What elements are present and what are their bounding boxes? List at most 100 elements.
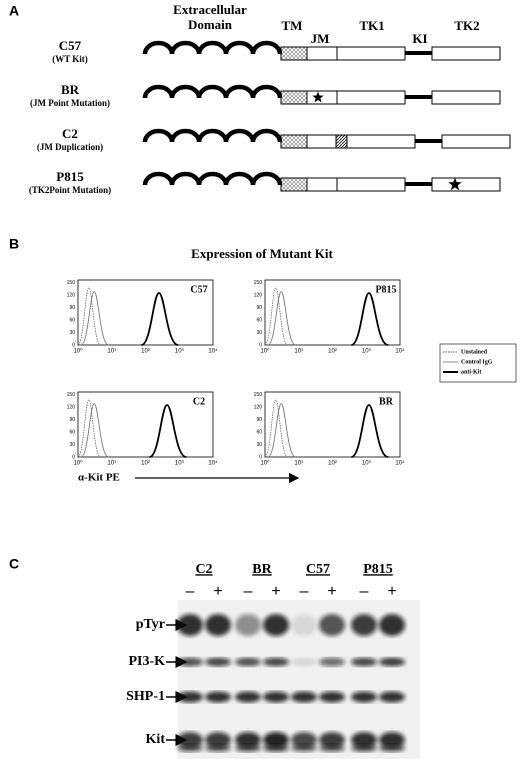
extracellular-arcs xyxy=(142,84,283,99)
histogram-frame xyxy=(77,391,214,458)
x-tick-label: 10² xyxy=(141,349,150,355)
y-tick-label: 90 xyxy=(69,417,75,423)
blot-band xyxy=(235,691,261,703)
jm-box xyxy=(306,46,338,61)
x-tick-label: 10² xyxy=(328,461,337,467)
jm-box xyxy=(306,177,338,192)
blot-band xyxy=(351,732,377,748)
lane-label: C57 xyxy=(306,562,330,577)
legend-label: anti-Kit xyxy=(461,369,481,375)
x-tick-label: 10¹ xyxy=(107,461,116,467)
unstained-curve xyxy=(264,287,289,346)
construct-desc: (JM Point Mutation) xyxy=(30,98,110,108)
x-tick-label: 10³ xyxy=(175,461,184,467)
lane-label: P815 xyxy=(363,562,393,577)
extracellular-header: Extracellular Domain xyxy=(173,2,247,32)
domain-header: JM xyxy=(311,31,330,46)
blot-row-label: Kit xyxy=(146,732,166,747)
y-tick-label: 60 xyxy=(256,429,262,435)
control-curve xyxy=(267,403,296,458)
tk1-box xyxy=(336,46,406,61)
treatment-sign: + xyxy=(213,583,222,600)
domain-header: KI xyxy=(412,31,427,46)
tm-box xyxy=(280,46,308,61)
ki-line xyxy=(415,139,442,143)
x-tick-label: 10⁴ xyxy=(208,460,218,467)
legend-label: Unstained xyxy=(461,349,488,355)
x-tick-label: 10⁰ xyxy=(73,348,83,355)
y-tick-label: 30 xyxy=(69,330,75,336)
blot-band xyxy=(263,732,289,748)
antikit-curve xyxy=(350,292,389,346)
antikit-curve xyxy=(140,292,179,346)
blot-band xyxy=(235,614,261,636)
blot-row-label: pTyr xyxy=(136,617,165,632)
x-tick-label: 10⁴ xyxy=(208,348,218,355)
blot-band xyxy=(351,744,377,752)
y-tick-label: 150 xyxy=(67,280,76,286)
treatment-sign: – xyxy=(360,583,369,600)
antikit-curve xyxy=(149,404,187,458)
panel-label: C xyxy=(9,556,19,572)
legend-box xyxy=(439,343,517,383)
blot-row-label: PI3-K xyxy=(128,654,165,669)
extracellular-arcs xyxy=(142,171,283,186)
tm-box xyxy=(280,134,308,149)
ki-line xyxy=(405,51,432,55)
y-tick-label: 90 xyxy=(256,417,262,423)
y-tick-label: 150 xyxy=(67,392,76,398)
blot-band xyxy=(319,657,345,667)
treatment-sign: + xyxy=(271,583,280,600)
extracellular-arcs xyxy=(142,40,283,55)
x-axis-label: α-Kit PE xyxy=(78,472,120,484)
treatment-sign: – xyxy=(244,583,253,600)
control-curve xyxy=(80,291,109,346)
domain-header: TK2 xyxy=(454,18,479,33)
y-tick-label: 120 xyxy=(67,292,76,298)
blot-band xyxy=(379,657,405,667)
antikit-curve xyxy=(350,404,389,458)
treatment-sign: + xyxy=(387,583,396,600)
jm-box xyxy=(306,90,338,105)
x-tick-label: 10⁰ xyxy=(260,348,270,355)
histogram-frame xyxy=(77,279,214,346)
y-tick-label: 90 xyxy=(256,305,262,311)
unstained-curve xyxy=(77,399,102,458)
blot-band xyxy=(205,657,231,667)
tm-box xyxy=(280,90,308,105)
y-tick-label: 30 xyxy=(256,330,262,336)
blot-band xyxy=(263,614,289,636)
header-box: Extracellular Domain xyxy=(173,2,247,32)
construct-desc: (JM Duplication) xyxy=(37,142,103,152)
blot-band xyxy=(379,691,405,703)
domain-header: TM xyxy=(282,18,303,33)
lane-label: BR xyxy=(252,562,272,577)
legend-label: Control IgG xyxy=(461,359,493,365)
y-tick-label: 30 xyxy=(69,442,75,448)
treatment-sign: – xyxy=(186,583,195,600)
blot-band xyxy=(379,614,405,636)
y-tick-label: 30 xyxy=(256,442,262,448)
tk1-box xyxy=(346,134,416,149)
jm-dup xyxy=(335,134,348,149)
treatment-sign: – xyxy=(300,583,309,600)
tm-box xyxy=(280,177,308,192)
x-tick-label: 10³ xyxy=(362,461,371,467)
unstained-curve xyxy=(264,399,289,458)
x-tick-label: 10³ xyxy=(362,349,371,355)
panel-label: B xyxy=(9,236,19,252)
tk2-box xyxy=(441,134,511,149)
x-tick-label: 10³ xyxy=(175,349,184,355)
tk1-box xyxy=(336,90,406,105)
blot-band xyxy=(177,614,203,636)
control-curve xyxy=(267,291,296,346)
blot-band xyxy=(319,744,345,752)
blot-band xyxy=(263,744,289,752)
blot-band xyxy=(319,614,345,636)
blot-band xyxy=(291,691,317,703)
x-tick-label: 10¹ xyxy=(294,461,303,467)
y-tick-label: 150 xyxy=(254,392,263,398)
domain-header: TK1 xyxy=(359,18,384,33)
histogram-name: C2 xyxy=(193,396,205,407)
blot-band xyxy=(379,744,405,752)
